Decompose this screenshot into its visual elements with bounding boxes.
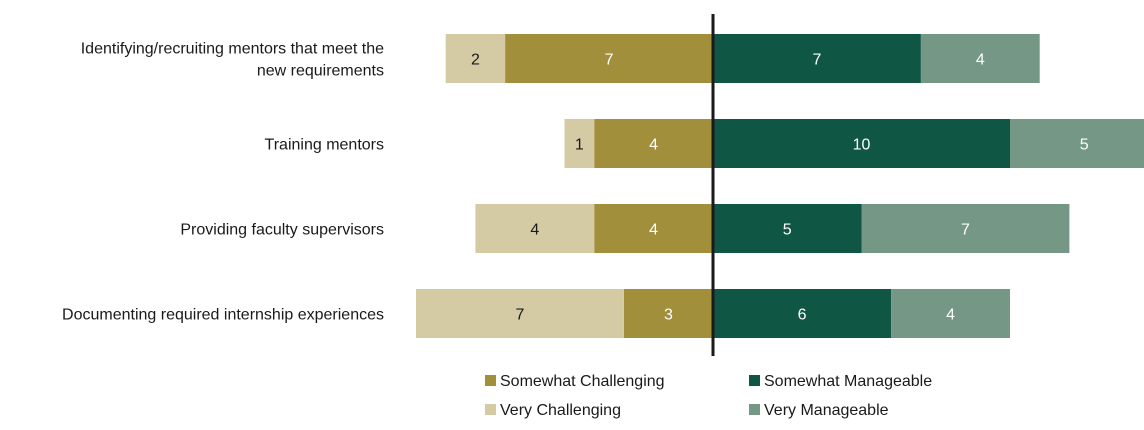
bar-value-label: 7 [515, 307, 524, 324]
legend-label: Somewhat Manageable [764, 373, 932, 390]
bar-segment [713, 119, 1010, 168]
bar-segment [594, 204, 713, 253]
bar-value-label: 1 [575, 137, 584, 154]
bar-segment [1010, 119, 1144, 168]
bar-value-label: 2 [471, 52, 480, 69]
legend-swatch [485, 375, 496, 386]
bar-value-label: 3 [664, 307, 673, 324]
bar-segment [594, 119, 713, 168]
bar-value-label: 7 [605, 52, 614, 69]
bar-segment [505, 34, 713, 83]
bar-value-label: 10 [853, 137, 871, 154]
bar-value-label: 4 [530, 222, 539, 239]
bar-value-label: 6 [798, 307, 807, 324]
legend-swatch [485, 404, 496, 415]
bar-value-label: 7 [812, 52, 821, 69]
bar-value-label: 7 [961, 222, 970, 239]
bar-segment [475, 204, 595, 253]
bar-value-label: 4 [649, 222, 658, 239]
category-label: Documenting required internship experien… [62, 307, 384, 324]
bar-segment [861, 204, 1070, 253]
bar-segment [623, 289, 713, 338]
legend-label: Very Challenging [500, 402, 621, 419]
bar-value-label: 5 [1080, 137, 1089, 154]
category-label: Identifying/recruiting mentors that meet… [81, 41, 384, 80]
bar-value-label: 4 [946, 307, 955, 324]
bar-segment [891, 289, 1010, 338]
category-label: Providing faculty supervisors [180, 222, 384, 239]
bar-segment [713, 204, 862, 253]
legend-swatch [749, 404, 760, 415]
legend-label: Very Manageable [764, 402, 889, 419]
legend-label: Somewhat Challenging [500, 373, 665, 390]
bar-segment [713, 289, 892, 338]
bar-segment [713, 34, 921, 83]
bar-segment [564, 119, 595, 168]
bar-segment [920, 34, 1040, 83]
bar-segment [445, 34, 506, 83]
legend-swatch [749, 375, 760, 386]
bar-segment [416, 289, 624, 338]
bar-value-label: 5 [783, 222, 792, 239]
bar-value-label: 4 [976, 52, 985, 69]
bar-value-label: 4 [649, 137, 658, 154]
category-label: Training mentors [265, 137, 384, 154]
